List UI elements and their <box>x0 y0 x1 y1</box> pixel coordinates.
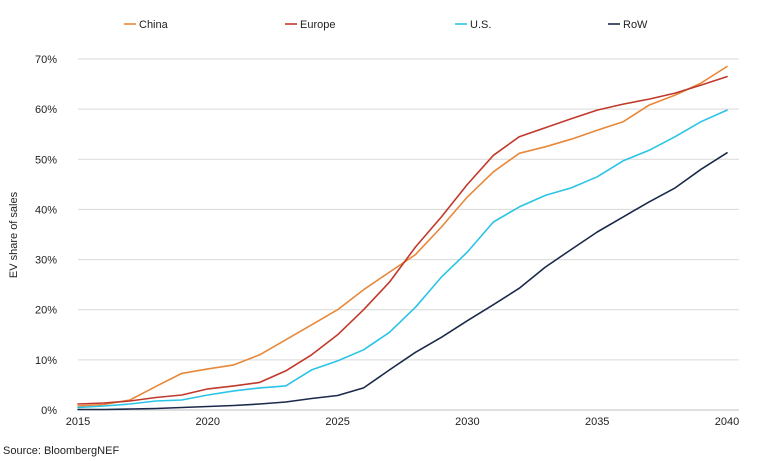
x-tick-label: 2040 <box>715 416 739 428</box>
series-line-china <box>77 65 728 407</box>
y-tick-label: 10% <box>35 355 57 367</box>
y-tick-label: 70% <box>35 54 57 66</box>
legend-label: Europe <box>300 19 335 31</box>
y-tick-label: 40% <box>35 204 57 216</box>
x-tick-label: 2015 <box>66 416 90 428</box>
x-tick-label: 2035 <box>585 416 609 428</box>
series-lines <box>77 65 728 411</box>
y-tick-label: 20% <box>35 305 57 317</box>
x-tick-label: 2025 <box>325 416 349 428</box>
x-tick-label: 2020 <box>196 416 220 428</box>
series-line-u-s <box>77 109 728 409</box>
y-tick-label: 30% <box>35 255 57 267</box>
series-line-row <box>77 152 728 411</box>
axes: 0% 10% 20% 30% 40% 50% 60% 70% 2015 2020 2025 2030 2… <box>35 54 739 428</box>
y-axis-title: EV share of sales <box>8 191 20 278</box>
y-tick-label: 50% <box>35 154 57 166</box>
y-tick-label: 0% <box>41 405 57 417</box>
source-note: Source: BloombergNEF <box>3 445 119 457</box>
legend-label: U.S. <box>470 19 491 31</box>
series-line-europe <box>77 75 728 405</box>
x-tick-label: 2030 <box>455 416 479 428</box>
legend: China Europe U.S. RoW <box>124 19 648 31</box>
legend-label: China <box>139 19 169 31</box>
y-tick-label: 60% <box>35 104 57 116</box>
legend-label: RoW <box>623 19 648 31</box>
